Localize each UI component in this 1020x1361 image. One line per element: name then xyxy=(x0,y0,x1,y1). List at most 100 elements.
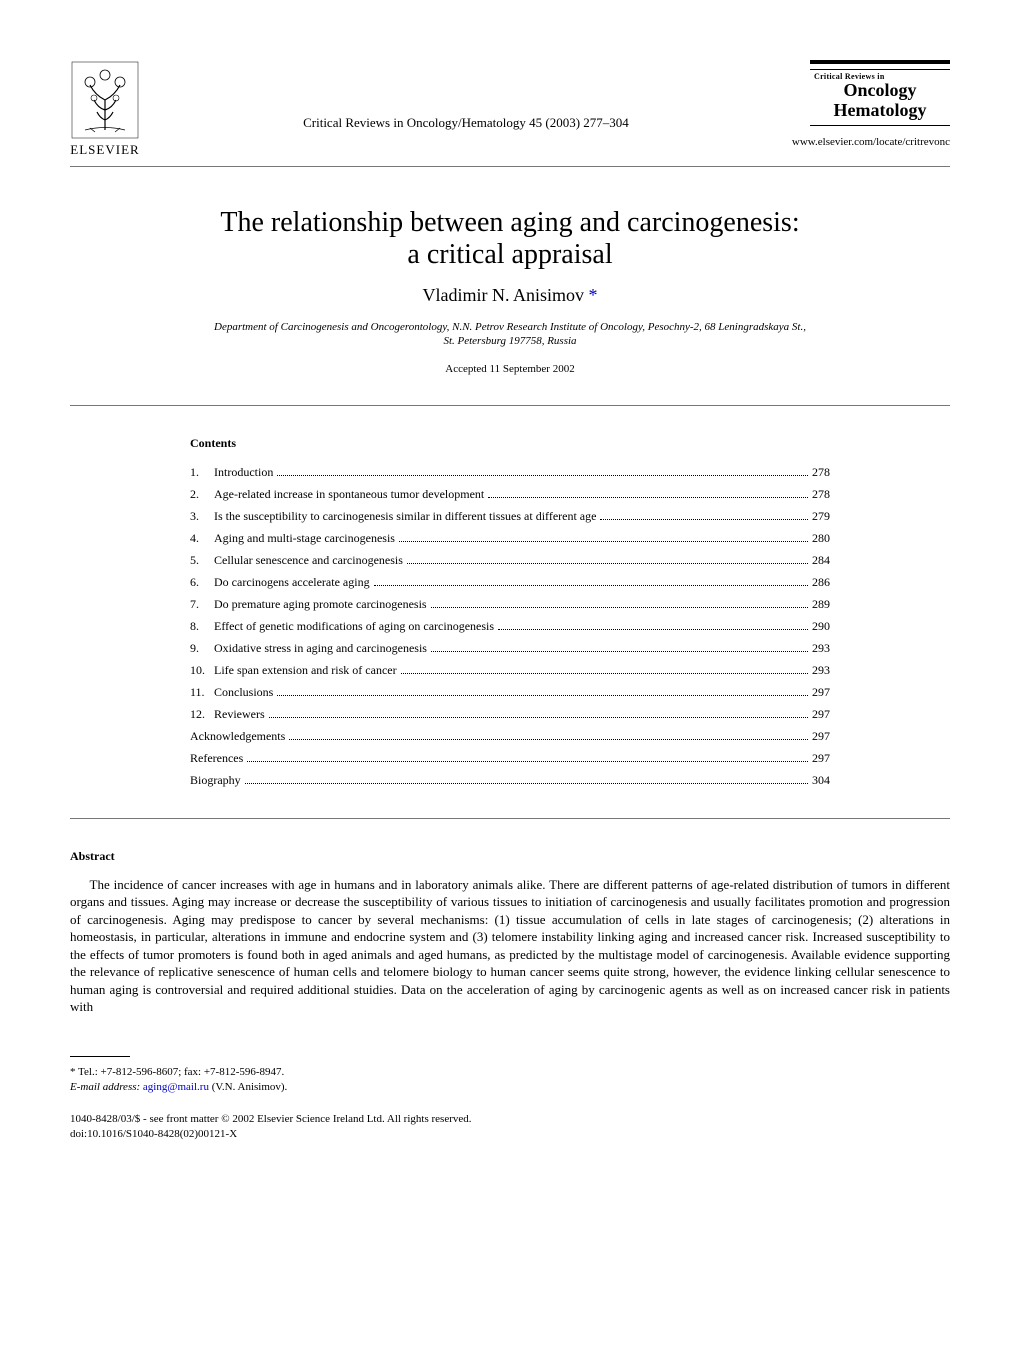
contents-block: Contents 1.Introduction2782.Age-related … xyxy=(190,436,830,788)
divider-contents-bottom xyxy=(70,818,950,819)
toc-dots xyxy=(401,673,808,674)
toc-dots xyxy=(247,761,808,762)
toc-row[interactable]: 8.Effect of genetic modifications of agi… xyxy=(190,619,830,634)
bottom-info: 1040-8428/03/$ - see front matter © 2002… xyxy=(70,1112,950,1143)
toc-page: 290 xyxy=(812,619,830,634)
toc-label: Conclusions xyxy=(214,685,273,700)
toc-label: Do carcinogens accelerate aging xyxy=(214,575,370,590)
toc-label: Life span extension and risk of cancer xyxy=(214,663,397,678)
toc-row[interactable]: 2.Age-related increase in spontaneous tu… xyxy=(190,487,830,502)
toc-row[interactable]: References 297 xyxy=(190,751,830,766)
journal-title-box: Critical Reviews in Oncology Hematology xyxy=(810,60,950,126)
toc-label: Age-related increase in spontaneous tumo… xyxy=(214,487,484,502)
title-line1: The relationship between aging and carci… xyxy=(220,207,799,238)
toc-dots xyxy=(245,783,808,784)
toc-label: Reviewers xyxy=(214,707,265,722)
toc-row[interactable]: 12.Reviewers 297 xyxy=(190,707,830,722)
toc-dots xyxy=(431,651,808,652)
footnote-tel: * Tel.: +7-812-596-8607; fax: +7-812-596… xyxy=(70,1065,950,1080)
abstract-heading: Abstract xyxy=(70,849,950,864)
toc-label: Introduction xyxy=(214,465,273,480)
toc-row[interactable]: Biography 304 xyxy=(190,773,830,788)
accepted-date: Accepted 11 September 2002 xyxy=(70,363,950,375)
author-name: Vladimir N. Anisimov xyxy=(423,285,585,305)
footnote-block: * Tel.: +7-812-596-8607; fax: +7-812-596… xyxy=(70,1065,950,1096)
author-marker[interactable]: * xyxy=(589,285,598,305)
doi: doi:10.1016/S1040-8428(02)00121-X xyxy=(70,1127,950,1142)
abstract-text: The incidence of cancer increases with a… xyxy=(70,876,950,1016)
divider-contents-top xyxy=(70,405,950,406)
toc-page: 293 xyxy=(812,663,830,678)
toc-num: 11. xyxy=(190,685,214,700)
toc-row[interactable]: 4.Aging and multi-stage carcinogenesis 28… xyxy=(190,531,830,546)
publisher-name: ELSEVIER xyxy=(70,142,139,158)
toc-row[interactable]: Acknowledgements297 xyxy=(190,729,830,744)
toc-dots xyxy=(488,497,808,498)
toc-label: Effect of genetic modifications of aging… xyxy=(214,619,494,634)
toc-row[interactable]: 3.Is the susceptibility to carcinogenesi… xyxy=(190,509,830,524)
toc-label: References xyxy=(190,751,243,766)
toc-num: 2. xyxy=(190,487,214,502)
toc-page: 304 xyxy=(812,773,830,788)
toc-page: 286 xyxy=(812,575,830,590)
journal-citation: Critical Reviews in Oncology/Hematology … xyxy=(140,115,792,131)
toc-dots xyxy=(498,629,808,630)
toc-row[interactable]: 5.Cellular senescence and carcinogenesis… xyxy=(190,553,830,568)
toc-row[interactable]: 1.Introduction 278 xyxy=(190,465,830,480)
affiliation: Department of Carcinogenesis and Oncoger… xyxy=(70,320,950,349)
toc-page: 278 xyxy=(812,465,830,480)
toc-row[interactable]: 7.Do premature aging promote carcinogene… xyxy=(190,597,830,612)
footnote-separator xyxy=(70,1056,130,1057)
toc-num: 8. xyxy=(190,619,214,634)
toc-row[interactable]: 11.Conclusions 297 xyxy=(190,685,830,700)
toc-num: 1. xyxy=(190,465,214,480)
toc-page: 297 xyxy=(812,707,830,722)
toc-num: 3. xyxy=(190,509,214,524)
toc-page: 293 xyxy=(812,641,830,656)
toc-num: 9. xyxy=(190,641,214,656)
elsevier-tree-icon xyxy=(70,60,140,140)
article-title: The relationship between aging and carci… xyxy=(70,207,950,271)
toc-num: 10. xyxy=(190,663,214,678)
toc-page: 284 xyxy=(812,553,830,568)
toc-label: Cellular senescence and carcinogenesis xyxy=(214,553,403,568)
toc-dots xyxy=(269,717,808,718)
toc-label: Biography xyxy=(190,773,241,788)
journal-url[interactable]: www.elsevier.com/locate/critrevonc xyxy=(792,136,950,148)
toc-dots xyxy=(407,563,808,564)
header-row: ELSEVIER Critical Reviews in Oncology/He… xyxy=(70,60,950,158)
toc-dots xyxy=(431,607,808,608)
toc-num: 7. xyxy=(190,597,214,612)
toc-label: Oxidative stress in aging and carcinogen… xyxy=(214,641,427,656)
toc-dots xyxy=(277,475,808,476)
toc-page: 280 xyxy=(812,531,830,546)
footnote-email[interactable]: aging@mail.ru xyxy=(143,1081,209,1093)
divider-top xyxy=(70,166,950,167)
toc-row[interactable]: 6.Do carcinogens accelerate aging 286 xyxy=(190,575,830,590)
toc-num: 4. xyxy=(190,531,214,546)
toc-dots xyxy=(399,541,808,542)
toc-dots xyxy=(289,739,808,740)
journal-box-title2: Hematology xyxy=(810,101,950,121)
toc-label: Aging and multi-stage carcinogenesis xyxy=(214,531,395,546)
toc-num: 12. xyxy=(190,707,214,722)
toc-row[interactable]: 9.Oxidative stress in aging and carcinog… xyxy=(190,641,830,656)
toc-label: Acknowledgements xyxy=(190,729,285,744)
footnote-email-line: E-mail address: aging@mail.ru (V.N. Anis… xyxy=(70,1080,950,1095)
affiliation-line1: Department of Carcinogenesis and Oncoger… xyxy=(214,321,806,333)
title-line2: a critical appraisal xyxy=(407,239,612,270)
toc-page: 279 xyxy=(812,509,830,524)
toc-dots xyxy=(600,519,808,520)
toc-dots xyxy=(374,585,808,586)
toc-page: 297 xyxy=(812,751,830,766)
copyright: 1040-8428/03/$ - see front matter © 2002… xyxy=(70,1112,950,1127)
journal-box-wrap: Critical Reviews in Oncology Hematology … xyxy=(792,60,950,148)
footnote-email-label: E-mail address: xyxy=(70,1081,140,1093)
author-line: Vladimir N. Anisimov * xyxy=(70,285,950,306)
toc-row[interactable]: 10.Life span extension and risk of cance… xyxy=(190,663,830,678)
toc-page: 289 xyxy=(812,597,830,612)
publisher-logo: ELSEVIER xyxy=(70,60,140,158)
toc-num: 6. xyxy=(190,575,214,590)
toc-page: 297 xyxy=(812,685,830,700)
affiliation-line2: St. Petersburg 197758, Russia xyxy=(443,335,576,347)
